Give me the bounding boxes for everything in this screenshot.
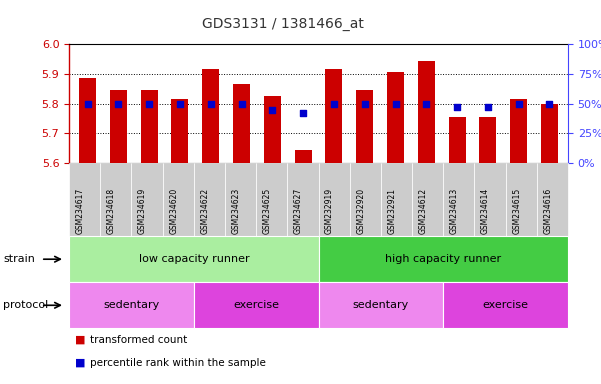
Bar (326, 70, 343, 163)
Text: exercise: exercise (483, 300, 529, 310)
Text: ■: ■ (75, 335, 85, 345)
Text: protocol: protocol (3, 300, 48, 310)
Point (329, 101, 339, 107)
Point (545, 101, 554, 107)
Text: sedentary: sedentary (353, 300, 409, 310)
Text: percentile rank within the sample: percentile rank within the sample (90, 358, 266, 368)
Text: GSM234623: GSM234623 (231, 188, 240, 234)
Text: ■: ■ (75, 358, 85, 368)
Point (391, 101, 400, 107)
Text: GSM232919: GSM232919 (325, 188, 334, 234)
Text: high capacity runner: high capacity runner (385, 254, 501, 264)
Text: GSM234619: GSM234619 (138, 188, 147, 234)
Text: GSM234614: GSM234614 (481, 188, 490, 234)
Text: GSM234627: GSM234627 (294, 188, 303, 234)
Bar (264, 96, 281, 163)
Point (360, 101, 370, 107)
Text: GSM234620: GSM234620 (169, 188, 178, 234)
Bar (141, 90, 157, 163)
Text: GSM234616: GSM234616 (543, 188, 552, 234)
Bar (233, 84, 250, 163)
Text: GSM234613: GSM234613 (450, 188, 459, 234)
Bar (356, 90, 373, 163)
Point (267, 107, 277, 113)
Text: GSM234618: GSM234618 (107, 188, 116, 234)
Text: GSM232921: GSM232921 (388, 188, 397, 234)
Point (514, 101, 523, 107)
Text: GSM234622: GSM234622 (200, 188, 209, 234)
Bar (110, 90, 127, 163)
Bar (541, 104, 558, 163)
Point (175, 101, 185, 107)
Point (298, 110, 308, 116)
Point (206, 101, 216, 107)
Bar (510, 99, 527, 163)
Text: GSM234617: GSM234617 (76, 188, 85, 234)
Bar (387, 73, 404, 163)
Bar (418, 61, 435, 163)
Point (453, 104, 462, 110)
Bar (79, 78, 96, 163)
Text: GSM232920: GSM232920 (356, 188, 365, 234)
Point (237, 101, 246, 107)
Point (483, 104, 493, 110)
Text: transformed count: transformed count (90, 335, 188, 345)
Text: exercise: exercise (233, 300, 279, 310)
Bar (171, 99, 189, 163)
Bar (203, 70, 219, 163)
Bar (448, 117, 466, 163)
Point (83, 101, 93, 107)
Text: low capacity runner: low capacity runner (138, 254, 249, 264)
Text: GSM234615: GSM234615 (512, 188, 521, 234)
Text: strain: strain (3, 254, 35, 264)
Bar (294, 150, 311, 163)
Point (114, 101, 123, 107)
Text: GSM234625: GSM234625 (263, 188, 272, 234)
Text: GSM234612: GSM234612 (419, 188, 428, 234)
Point (144, 101, 154, 107)
Point (421, 101, 431, 107)
Text: sedentary: sedentary (103, 300, 160, 310)
Text: GDS3131 / 1381466_at: GDS3131 / 1381466_at (201, 17, 364, 31)
Bar (480, 117, 496, 163)
